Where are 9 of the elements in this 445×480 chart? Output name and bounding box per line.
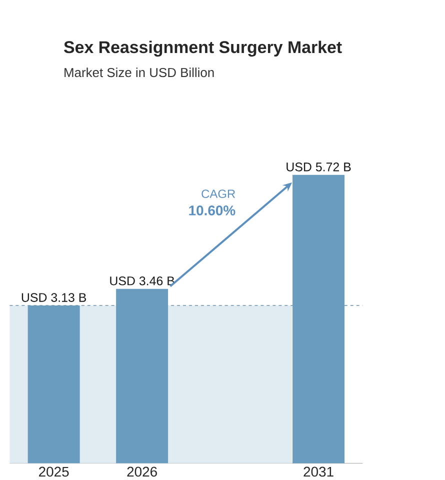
- data-label: USD 3.13 B: [22, 293, 86, 302]
- data-label: USD 5.72 B: [286, 162, 351, 172]
- x-tick-label: 2025: [39, 466, 69, 477]
- annotation: 10.60%: [189, 205, 236, 216]
- x-tick-label: 2031: [304, 466, 334, 477]
- chart-subtitle: Market Size in USD Billion: [64, 68, 214, 78]
- chart-title: Sex Reassignment Surgery Market: [64, 40, 342, 57]
- x-tick-label: 2026: [127, 466, 157, 477]
- annotation: CAGR: [202, 190, 236, 198]
